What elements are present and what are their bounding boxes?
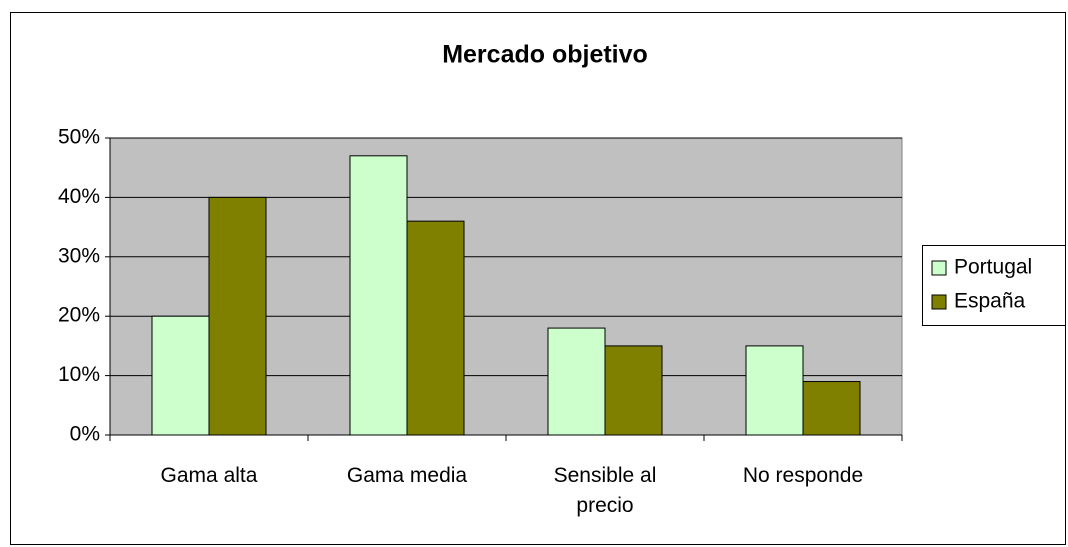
legend-label: Portugal bbox=[954, 256, 1032, 279]
bar bbox=[151, 315, 210, 436]
bar bbox=[802, 381, 861, 436]
x-tick-label: Gama media bbox=[346, 464, 468, 487]
legend-label: España bbox=[954, 290, 1026, 313]
x-tick-label: No responde bbox=[742, 464, 864, 487]
legend-swatch bbox=[931, 294, 947, 310]
y-tick-label: 30% bbox=[58, 244, 100, 267]
bar bbox=[349, 155, 408, 436]
chart-title: Mercado objetivo bbox=[442, 41, 648, 69]
legend-swatch bbox=[931, 260, 947, 276]
bar bbox=[604, 345, 663, 436]
x-tick-label: Gama alta bbox=[160, 464, 258, 487]
bar bbox=[547, 327, 606, 436]
legend-box bbox=[922, 245, 1066, 326]
y-tick-label: 0% bbox=[70, 423, 100, 446]
bar bbox=[208, 196, 267, 436]
bar bbox=[745, 345, 804, 436]
y-tick-label: 20% bbox=[58, 304, 100, 327]
y-tick-label: 10% bbox=[58, 363, 100, 386]
x-tick-label: Sensible al precio bbox=[553, 464, 657, 517]
y-tick-label: 50% bbox=[58, 126, 100, 149]
y-tick-label: 40% bbox=[58, 185, 100, 208]
bar bbox=[406, 220, 465, 436]
